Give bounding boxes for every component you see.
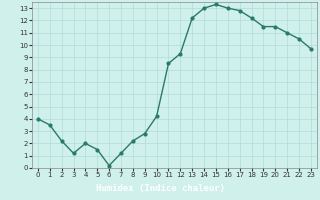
Text: Humidex (Indice chaleur): Humidex (Indice chaleur) xyxy=(95,184,225,193)
